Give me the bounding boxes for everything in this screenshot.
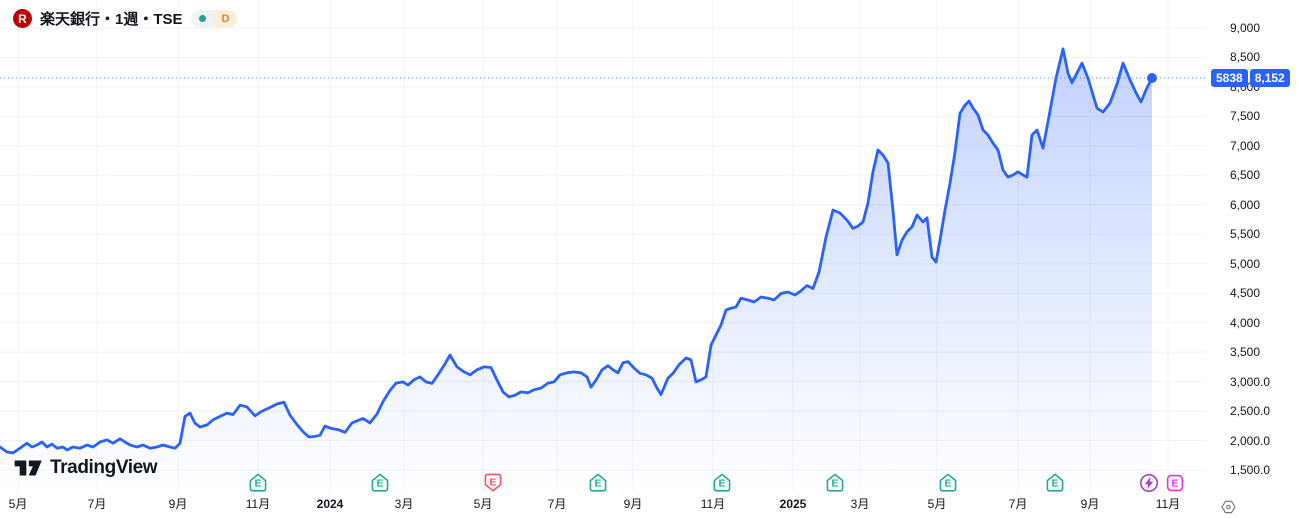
earnings-upcoming-icon[interactable]: E	[1164, 472, 1186, 494]
price-axis-label: 4,500	[1230, 286, 1261, 300]
tradingview-mark-icon	[14, 460, 42, 476]
svg-text:E: E	[254, 478, 261, 490]
time-axis-label: 11月	[700, 497, 726, 511]
price-axis-label: 7,000	[1230, 139, 1261, 153]
earnings-beat-icon[interactable]: E	[711, 472, 733, 494]
svg-text:E: E	[718, 478, 725, 490]
price-axis-label: 7,500	[1230, 109, 1261, 123]
price-axis-label: 6,500	[1230, 168, 1261, 182]
time-axis-label: 9月	[623, 497, 643, 511]
earnings-beat-icon[interactable]: E	[824, 472, 846, 494]
price-axis-label: 2,000.0	[1230, 434, 1271, 448]
time-axis-label: 5月	[8, 497, 28, 511]
price-axis-label: 5,000	[1230, 257, 1261, 271]
price-axis-label: 2,500.0	[1230, 404, 1271, 418]
market-status-pill[interactable]: D	[190, 9, 238, 28]
earnings-beat-icon[interactable]: E	[587, 472, 609, 494]
time-axis-label: 7月	[87, 497, 107, 511]
tradingview-logo-link[interactable]: TradingView	[13, 456, 158, 480]
time-axis-label: 2025	[779, 497, 807, 511]
price-axis-label: 6,000	[1230, 198, 1261, 212]
ticker-code-badge: 5838	[1211, 69, 1248, 87]
earnings-beat-icon[interactable]: E	[937, 472, 959, 494]
time-axis-label: 7月	[547, 497, 567, 511]
last-price-label: 5838 8,152	[1211, 69, 1290, 87]
time-axis-label: 11月	[1155, 497, 1181, 511]
earnings-beat-icon[interactable]: E	[369, 472, 391, 494]
time-axis-label: 5月	[927, 497, 947, 511]
price-axis-label: 9,000	[1230, 21, 1261, 35]
time-axis-label: 7月	[1008, 497, 1028, 511]
svg-text:E: E	[376, 478, 383, 490]
price-axis-label: 4,000	[1230, 316, 1261, 330]
time-axis-label: 2024	[316, 497, 344, 511]
price-axis-label: 1,500.0	[1230, 463, 1271, 477]
symbol-title[interactable]: 楽天銀行・1週・TSE	[40, 11, 183, 28]
time-axis-label: 5月	[473, 497, 493, 511]
time-axis-label: 11月	[245, 497, 271, 511]
svg-text:E: E	[489, 476, 496, 488]
market-status-segment	[190, 9, 214, 28]
symbol-legend: R 楽天銀行・1週・TSE D	[13, 8, 238, 29]
svg-text:E: E	[594, 478, 601, 490]
gear-icon[interactable]	[1221, 500, 1236, 514]
price-axis-label: 3,500	[1230, 345, 1261, 359]
market-open-dot-icon	[198, 15, 206, 22]
earnings-beat-icon[interactable]: E	[1044, 472, 1066, 494]
time-axis-label: 3月	[850, 497, 870, 511]
earnings-beat-icon[interactable]: E	[247, 472, 269, 494]
delayed-data-badge[interactable]: D	[213, 9, 238, 28]
rakuten-logo-icon: R	[13, 9, 32, 28]
time-axis-label: 3月	[394, 497, 414, 511]
price-axis-label: 3,000.0	[1230, 375, 1271, 389]
price-axis-label: 5,500	[1230, 227, 1261, 241]
time-axis-label: 9月	[168, 497, 188, 511]
tradingview-logo-text: TradingView	[50, 457, 158, 478]
time-axis-label: 9月	[1080, 497, 1100, 511]
earnings-miss-icon[interactable]: E	[482, 472, 504, 494]
price-axis-label: 8,500	[1230, 50, 1261, 64]
last-price-badge: 8,152	[1249, 69, 1290, 87]
flash-event-icon[interactable]	[1138, 472, 1160, 494]
svg-text:E: E	[831, 478, 838, 490]
svg-text:E: E	[944, 478, 951, 490]
svg-text:E: E	[1051, 478, 1058, 490]
svg-text:E: E	[1171, 478, 1178, 490]
